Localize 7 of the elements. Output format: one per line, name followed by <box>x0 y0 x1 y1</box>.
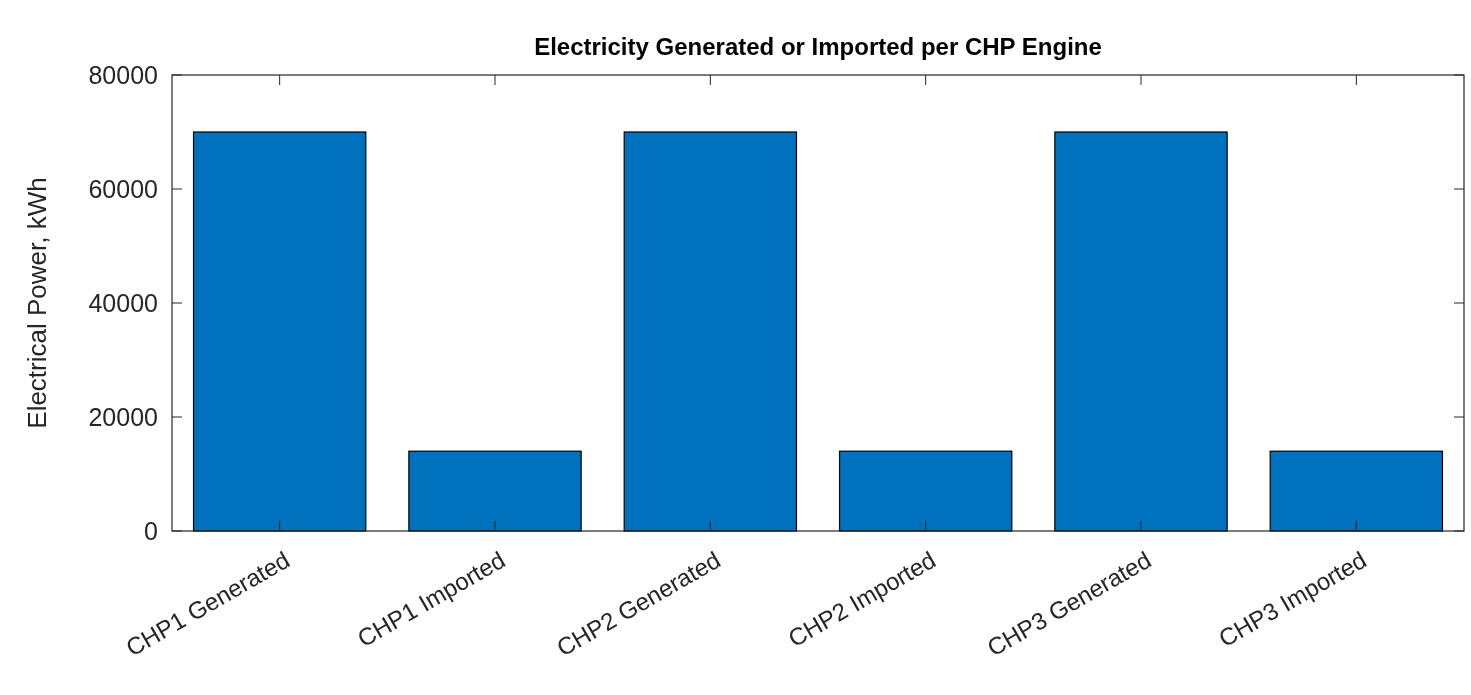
chart-title: Electricity Generated or Imported per CHP Engine <box>534 33 1102 60</box>
y-tick-label: 40000 <box>88 288 158 317</box>
y-tick-label: 0 <box>144 516 158 545</box>
y-tick-label: 80000 <box>88 60 158 89</box>
y-tick-label: 60000 <box>88 174 158 203</box>
y-tick-label: 20000 <box>88 402 158 431</box>
y-axis-title: Electrical Power, kWh <box>22 177 52 429</box>
